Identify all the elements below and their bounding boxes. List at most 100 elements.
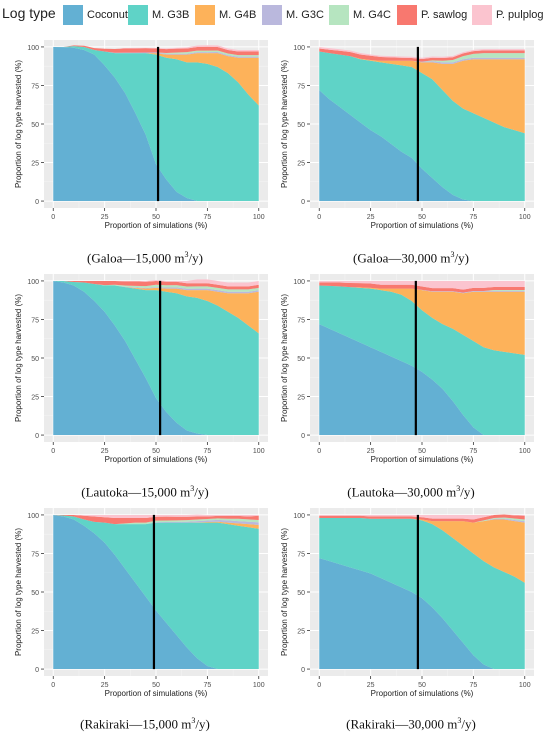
x-tick-label: 75 bbox=[469, 682, 477, 689]
y-tick-label: 25 bbox=[297, 395, 305, 402]
x-tick-label: 100 bbox=[253, 214, 265, 221]
legend-swatch bbox=[195, 5, 215, 25]
caption-superscript: 3 bbox=[457, 716, 462, 725]
area-m-g3b bbox=[319, 285, 525, 436]
x-tick-label: 100 bbox=[519, 448, 531, 455]
x-tick-label: 75 bbox=[203, 214, 211, 221]
y-tick-label: 0 bbox=[35, 667, 39, 674]
y-tick-label: 100 bbox=[293, 279, 305, 286]
y-tick-label: 0 bbox=[301, 667, 305, 674]
y-tick-label: 50 bbox=[31, 122, 39, 129]
area-p-sawlog bbox=[53, 514, 259, 525]
x-axis-title: Proportion of simulations (%) bbox=[105, 455, 208, 464]
x-tick-label: 100 bbox=[253, 448, 265, 455]
x-axis-title: Proportion of simulations (%) bbox=[371, 455, 474, 464]
y-tick-label: 75 bbox=[297, 83, 305, 90]
legend-item-p-sawlog: P. sawlog bbox=[397, 4, 467, 26]
x-axis-title: Proportion of simulations (%) bbox=[105, 221, 208, 230]
x-tick-label: 75 bbox=[203, 448, 211, 455]
area-coconut bbox=[53, 514, 259, 670]
y-tick-label: 50 bbox=[297, 356, 305, 363]
area-p-pulplog bbox=[319, 280, 525, 290]
x-tick-label: 100 bbox=[519, 214, 531, 221]
chart-panel-rakiraki-15000: 0 25 50 75 100 0 25 50 75 100 Proportion of simula… bbox=[14, 508, 268, 698]
x-tick-label: 50 bbox=[152, 682, 160, 689]
x-tick-label: 0 bbox=[51, 448, 55, 455]
y-tick-label: 100 bbox=[293, 45, 305, 52]
x-tick-label: 25 bbox=[101, 682, 109, 689]
chart-panel-lautoka-15000: 0 25 50 75 100 0 25 50 75 100 Proportion of simula… bbox=[14, 274, 268, 464]
y-tick-label: 75 bbox=[31, 551, 39, 558]
caption-main: (Lautoka—15,000 m bbox=[81, 484, 191, 500]
x-tick-label: 50 bbox=[152, 214, 160, 221]
area-coconut bbox=[53, 46, 259, 202]
chart-panel-galoa-15000: 0 25 50 75 100 0 25 50 75 100 Proportion of simula… bbox=[14, 40, 268, 230]
area-m-g4c bbox=[319, 51, 525, 63]
legend-label: M. G4C bbox=[353, 9, 391, 21]
x-tick-label: 50 bbox=[418, 214, 426, 221]
caption-tail: /y) bbox=[460, 484, 475, 500]
y-tick-label: 0 bbox=[301, 433, 305, 440]
x-tick-label: 25 bbox=[101, 214, 109, 221]
y-axis-title: Proportion of log type harvested (%) bbox=[14, 528, 23, 656]
area-p-pulplog bbox=[319, 514, 525, 520]
legend-swatch bbox=[262, 5, 282, 25]
y-tick-label: 25 bbox=[31, 395, 39, 402]
y-tick-label: 100 bbox=[293, 513, 305, 520]
y-axis-title: Proportion of log type harvested (%) bbox=[14, 60, 23, 188]
area-m-g3b bbox=[319, 518, 525, 670]
chart-panel-galoa-30000: 0 25 50 75 100 0 25 50 75 100 Proportion of simula… bbox=[280, 40, 534, 230]
x-tick-label: 75 bbox=[469, 448, 477, 455]
area-p-pulplog bbox=[319, 46, 525, 59]
y-axis-title: Proportion of log type harvested (%) bbox=[280, 528, 289, 656]
y-tick-label: 100 bbox=[27, 513, 39, 520]
x-tick-label: 0 bbox=[317, 448, 321, 455]
caption-main: (Galoa—30,000 m bbox=[353, 250, 451, 266]
y-tick-label: 0 bbox=[301, 199, 305, 206]
y-tick-label: 0 bbox=[35, 433, 39, 440]
legend-label: P. sawlog bbox=[421, 9, 468, 21]
y-tick-label: 75 bbox=[297, 317, 305, 324]
x-tick-label: 50 bbox=[418, 682, 426, 689]
panel-caption: (Rakiraki—15,000 m3/y) bbox=[10, 716, 280, 732]
area-p-sawlog bbox=[53, 45, 259, 56]
area-p-pulplog bbox=[53, 514, 259, 519]
x-tick-label: 0 bbox=[51, 214, 55, 221]
y-tick-label: 0 bbox=[35, 199, 39, 206]
area-m-g4b bbox=[53, 514, 259, 529]
y-tick-label: 50 bbox=[31, 590, 39, 597]
y-tick-label: 50 bbox=[297, 122, 305, 129]
caption-tail: /y) bbox=[461, 716, 476, 732]
y-axis-title: Proportion of log type harvested (%) bbox=[280, 294, 289, 422]
panel-caption: (Galoa—30,000 m3/y) bbox=[276, 250, 546, 266]
y-tick-label: 75 bbox=[297, 551, 305, 558]
area-m-g4c bbox=[53, 514, 259, 525]
x-axis-title: Proportion of simulations (%) bbox=[105, 689, 208, 698]
chart-panel-rakiraki-30000: 0 25 50 75 100 0 25 50 75 100 Proportion of simula… bbox=[280, 508, 534, 698]
x-tick-label: 0 bbox=[317, 682, 321, 689]
chart-panel-lautoka-30000: 0 25 50 75 100 0 25 50 75 100 Proportion of simula… bbox=[280, 274, 534, 464]
legend-item-p-pulplog: P. pulplog bbox=[472, 4, 544, 26]
legend-swatch bbox=[472, 5, 492, 25]
area-coconut bbox=[53, 280, 259, 436]
legend-label: M. G4B bbox=[219, 9, 257, 21]
area-m-g3c bbox=[53, 280, 259, 294]
x-tick-label: 25 bbox=[367, 682, 375, 689]
x-tick-label: 0 bbox=[317, 214, 321, 221]
area-m-g4c bbox=[53, 46, 259, 57]
caption-tail: /y) bbox=[195, 716, 210, 732]
area-m-g3b bbox=[53, 46, 259, 202]
y-tick-label: 50 bbox=[297, 590, 305, 597]
y-tick-label: 25 bbox=[31, 629, 39, 636]
area-m-g4b bbox=[53, 46, 259, 106]
area-m-g4c bbox=[53, 280, 259, 292]
area-coconut bbox=[319, 324, 525, 436]
legend-label: M. G3C bbox=[286, 9, 324, 21]
area-m-g4b bbox=[319, 285, 525, 355]
x-tick-label: 75 bbox=[203, 682, 211, 689]
area-m-g3c bbox=[53, 514, 259, 525]
x-tick-label: 25 bbox=[367, 448, 375, 455]
legend-swatch bbox=[397, 5, 417, 25]
y-axis-title: Proportion of log type harvested (%) bbox=[280, 60, 289, 188]
